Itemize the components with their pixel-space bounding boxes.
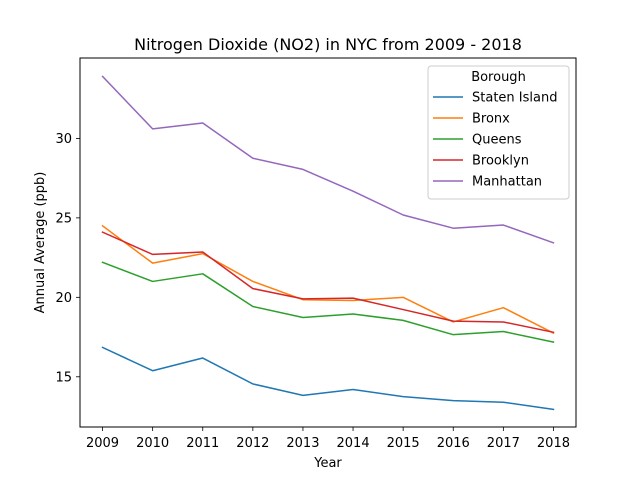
x-tick-label: 2010: [136, 436, 169, 451]
y-axis-label: Annual Average (ppb): [33, 172, 48, 314]
plot-lines: [101, 75, 555, 411]
legend-label: Brooklyn: [472, 154, 529, 169]
x-tick-label: 2013: [286, 436, 319, 451]
y-tick-label: 25: [55, 211, 72, 226]
x-axis-label: Year: [313, 456, 342, 471]
series-line-manhattan: [101, 75, 555, 244]
y-axis-ticks: 15 20 25 30: [55, 132, 80, 385]
x-tick-label: 2015: [387, 436, 420, 451]
x-tick-label: 2016: [437, 436, 470, 451]
legend-title: Borough: [471, 70, 526, 85]
x-axis-ticks: 2009 2010 2011 2012 2013 2014 2015 2016 2017 2018: [86, 427, 570, 451]
x-tick-label: 2018: [537, 436, 570, 451]
x-tick-label: 2017: [487, 436, 520, 451]
legend-label: Manhattan: [472, 175, 542, 190]
x-tick-label: 2014: [337, 436, 370, 451]
y-tick-label: 30: [55, 132, 72, 147]
legend-label: Queens: [472, 133, 522, 148]
legend: Borough Staten Island Bronx Queens Brooklyn…: [427, 65, 570, 200]
x-tick-label: 2011: [186, 436, 219, 451]
legend-items: Staten Island Bronx Queens Brooklyn Manhatta…: [433, 91, 557, 190]
series-line-bronx: [101, 224, 555, 335]
series-line-staten-island: [101, 346, 555, 411]
series-line-queens: [101, 261, 555, 344]
series-line-brooklyn: [101, 231, 555, 334]
x-tick-label: 2009: [86, 436, 119, 451]
legend-label: Staten Island: [472, 91, 557, 106]
y-tick-label: 15: [55, 370, 72, 385]
legend-box: [427, 65, 570, 200]
plot-frame: [79, 57, 577, 428]
x-tick-label: 2012: [236, 436, 269, 451]
y-tick-label: 20: [55, 291, 72, 306]
chart-title: Nitrogen Dioxide (NO2) in NYC from 2009 …: [134, 35, 522, 54]
legend-label: Bronx: [472, 112, 510, 127]
